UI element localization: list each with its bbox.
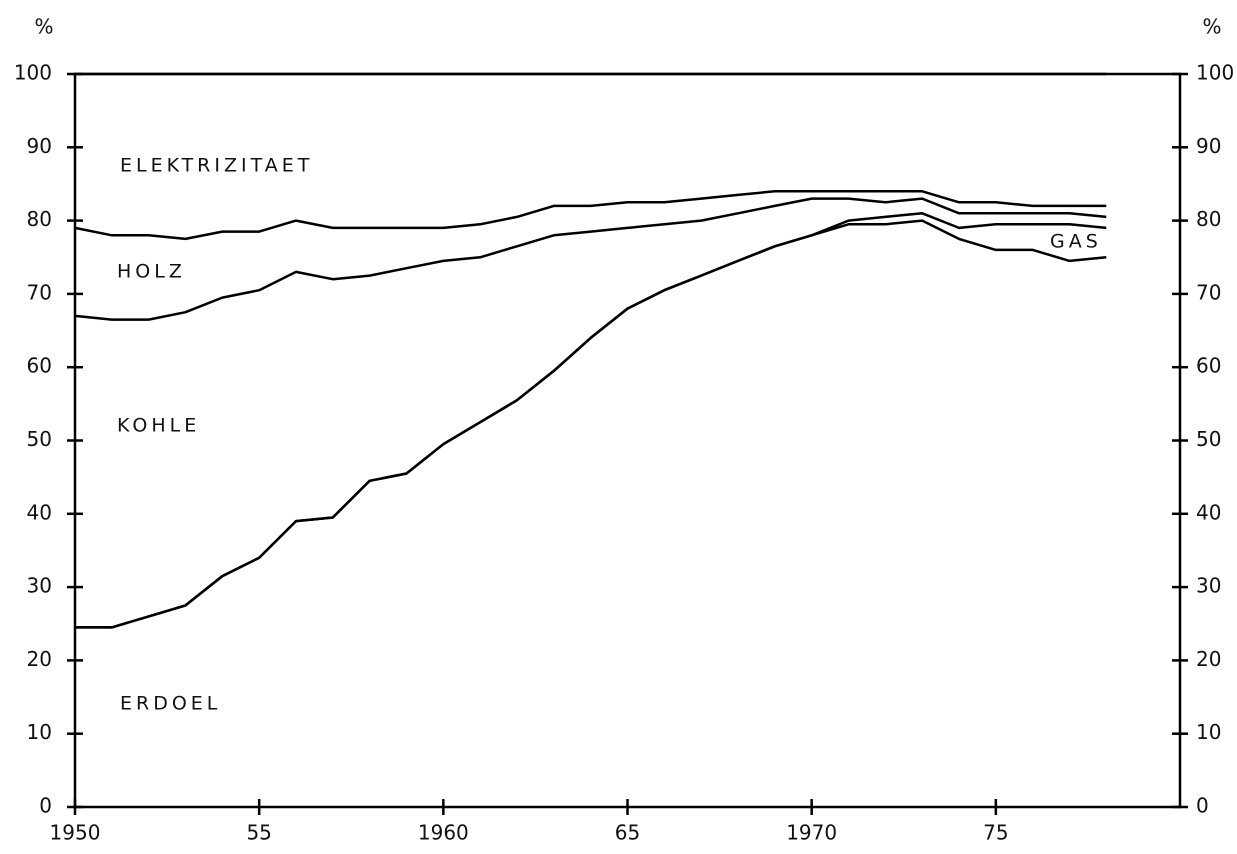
y2-tick-label: 40 <box>1196 500 1221 524</box>
series-label: KOHLE <box>117 415 200 437</box>
x-tick-label: 1960 <box>418 821 469 845</box>
y2-tick-label: 100 <box>1196 61 1234 85</box>
y2-tick-label: 0 <box>1196 794 1209 818</box>
series-label: GAS <box>1050 231 1102 253</box>
x-tick-label: 1950 <box>50 821 101 845</box>
series-label: HOLZ <box>117 261 186 283</box>
y-tick-label: 70 <box>27 280 52 304</box>
y2-tick-label: 70 <box>1196 280 1221 304</box>
y2-tick-label: 60 <box>1196 354 1221 378</box>
series-line <box>75 212 1107 629</box>
series-line <box>74 197 1107 321</box>
y-tick-label: 30 <box>27 574 52 598</box>
plot-frame <box>73 72 1182 809</box>
series-line <box>75 219 1107 629</box>
series-label: ELEKTRIZITAET <box>120 155 313 177</box>
y2-tick-label: 90 <box>1196 134 1221 158</box>
y2-tick-label: 20 <box>1196 647 1221 671</box>
y-tick-label: 40 <box>27 500 52 524</box>
y-axis-label: % <box>34 15 53 39</box>
y-tick-label: 90 <box>27 134 52 158</box>
y2-tick-label: 80 <box>1196 207 1221 231</box>
x-tick-label: 75 <box>983 821 1008 845</box>
y-tick-label: 50 <box>27 427 52 451</box>
series-line <box>74 190 1107 241</box>
y2-tick-label: 10 <box>1196 720 1221 744</box>
y-tick-label: 60 <box>27 354 52 378</box>
y2-tick-label: 50 <box>1196 427 1221 451</box>
y2-tick-label: 30 <box>1196 574 1221 598</box>
x-tick-label: 1970 <box>786 821 837 845</box>
x-tick-label: 55 <box>246 821 271 845</box>
series-label: ERDOEL <box>120 693 221 715</box>
x-tick-label: 65 <box>615 821 640 845</box>
y-tick-label: 10 <box>27 720 52 744</box>
y-tick-label: 80 <box>27 207 52 231</box>
y-tick-label: 20 <box>27 647 52 671</box>
y-tick-label: 0 <box>39 794 52 818</box>
y2-axis-label: % <box>1202 15 1221 39</box>
y-tick-label: 100 <box>14 61 52 85</box>
